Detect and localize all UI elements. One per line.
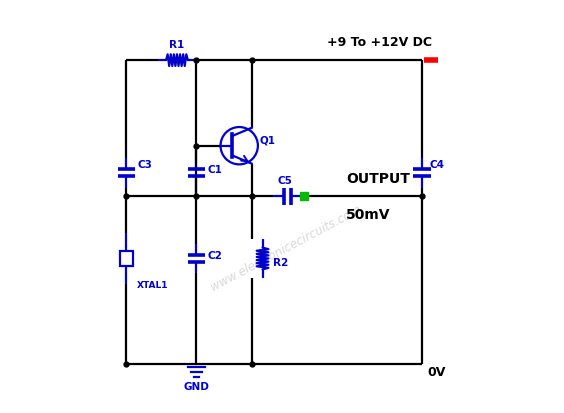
Text: C1: C1	[208, 165, 222, 175]
Text: R2: R2	[274, 257, 289, 267]
Text: 0V: 0V	[428, 366, 446, 379]
Text: GND: GND	[183, 381, 209, 391]
Text: R1: R1	[169, 40, 184, 50]
Text: OUTPUT: OUTPUT	[346, 172, 410, 186]
Text: C3: C3	[137, 160, 152, 170]
Text: +9 To +12V DC: +9 To +12V DC	[327, 36, 432, 49]
FancyBboxPatch shape	[120, 251, 133, 267]
Text: 50mV: 50mV	[346, 208, 391, 222]
Text: C4: C4	[429, 160, 444, 170]
Text: www.electronicecircuits.com: www.electronicecircuits.com	[208, 202, 364, 292]
Text: C2: C2	[208, 250, 222, 260]
Text: Q1: Q1	[259, 135, 275, 145]
Text: XTAL1: XTAL1	[137, 280, 169, 289]
Text: C5: C5	[277, 175, 292, 185]
